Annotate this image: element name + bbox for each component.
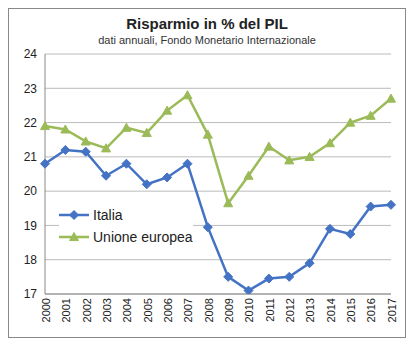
svg-text:22: 22 (24, 116, 38, 130)
svg-text:2010: 2010 (243, 298, 255, 322)
svg-text:2013: 2013 (304, 298, 316, 322)
html-text:dati annuali, Fondo Monetario: dati annuali, Fondo Monetario Internazio… (98, 34, 316, 46)
svg-text:24: 24 (24, 47, 38, 61)
svg-text:2016: 2016 (365, 298, 377, 322)
svg-text:2014: 2014 (325, 298, 337, 322)
svg-text:2012: 2012 (284, 298, 296, 322)
html-text:Risparmio in % del PIL: Risparmio in % del PIL (126, 15, 288, 32)
html-text:Italia: Italia (93, 207, 123, 223)
svg-text:2017: 2017 (386, 298, 398, 322)
svg-text:2015: 2015 (345, 298, 357, 322)
svg-text:2003: 2003 (101, 298, 113, 322)
svg-text:21: 21 (24, 150, 38, 164)
svg-text:2004: 2004 (121, 298, 133, 322)
svg-text:19: 19 (24, 219, 38, 233)
svg-text:18: 18 (24, 253, 38, 267)
svg-text:2002: 2002 (81, 298, 93, 322)
svg-text:17: 17 (24, 287, 38, 301)
svg-text:20: 20 (24, 184, 38, 198)
svg-text:23: 23 (24, 82, 38, 96)
svg-text:2006: 2006 (162, 298, 174, 322)
svg-text:2000: 2000 (40, 298, 52, 322)
html-text:Unione europea: Unione europea (93, 229, 193, 245)
svg-text:2005: 2005 (142, 298, 154, 322)
svg-text:2011: 2011 (264, 298, 276, 322)
svg-text:2001: 2001 (60, 298, 72, 322)
svg-text:2007: 2007 (182, 298, 194, 322)
svg-text:2008: 2008 (203, 298, 215, 322)
svg-text:2009: 2009 (223, 298, 235, 322)
